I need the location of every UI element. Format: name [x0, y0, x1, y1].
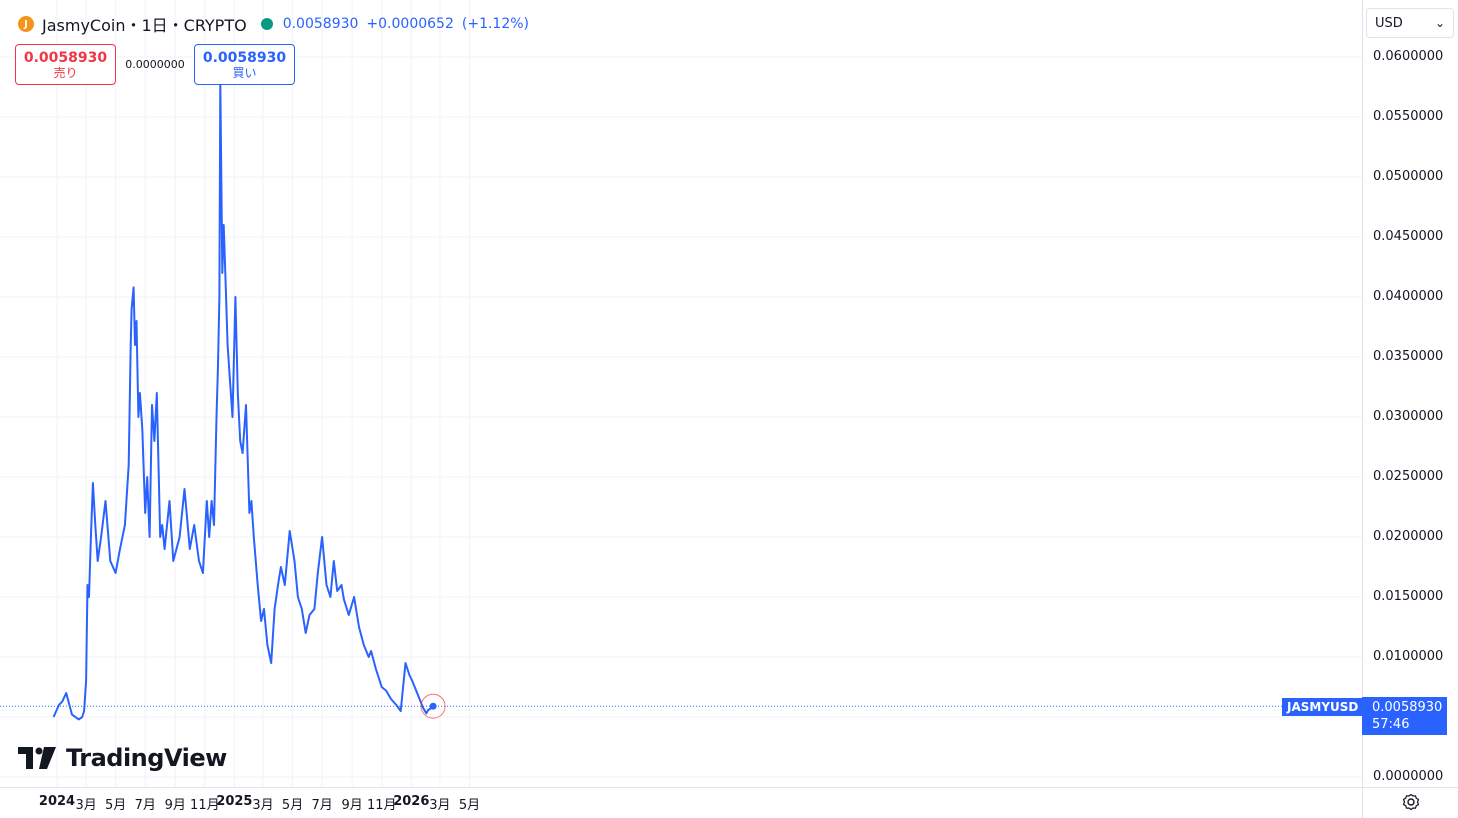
last-price-value: 0.0058930: [1372, 700, 1443, 715]
time-tick-label: 2025: [216, 794, 253, 809]
settings-gear-icon[interactable]: [1402, 793, 1420, 811]
time-tick-label: 5月: [458, 798, 481, 813]
price-tick-label: 0.0200000: [1373, 529, 1444, 544]
time-tick-label: 5月: [281, 798, 304, 813]
time-tick-label: 2026: [393, 794, 430, 809]
legend-change: +0.0000652: [366, 16, 454, 32]
last-price-marker: [420, 693, 446, 719]
price-tick-label: 0.0450000: [1373, 229, 1444, 244]
price-axis[interactable]: 0.0600000 0.0550000 0.0500000 0.0450000 0.04…: [1362, 0, 1458, 787]
time-tick-label: 3月: [75, 798, 97, 813]
chart-area[interactable]: J JasmyCoin・1日・CRYPTO 0.0058930 +0.00006…: [0, 0, 1362, 787]
symbol-legend: J JasmyCoin・1日・CRYPTO 0.0058930 +0.00006…: [18, 12, 537, 36]
time-axis[interactable]: 2024 3月 5月 7月 9月 11月 2025 3月 5月 7月 9月 11月 2026 3月 5月: [0, 787, 1362, 818]
trade-panel: 0.0058930 売り 0.0000000 0.0058930 買い: [15, 44, 295, 85]
sell-label: 売り: [53, 65, 78, 80]
time-tick-label: 2024: [38, 794, 76, 809]
time-tick-label: 11月: [190, 798, 220, 813]
price-tick-label: 0.0600000: [1373, 49, 1444, 64]
time-tick-label: 3月: [429, 798, 451, 813]
price-tick-label: 0.0150000: [1373, 589, 1444, 604]
axis-corner: [1362, 787, 1458, 818]
tradingview-watermark[interactable]: TradingView: [18, 744, 227, 772]
buy-button[interactable]: 0.0058930 買い: [194, 44, 295, 85]
last-price-symbol-tag: JASMYUSD: [1282, 698, 1364, 716]
buy-label: 買い: [232, 65, 257, 80]
time-tick-label: 7月: [134, 798, 156, 813]
price-tick-label: 0.0350000: [1373, 349, 1444, 364]
last-price-label: 0.0058930 57:46: [1362, 697, 1447, 735]
price-tick-label: 0.0500000: [1373, 169, 1444, 184]
price-tick-label: 0.0000000: [1373, 769, 1444, 784]
time-tick-label: 7月: [311, 798, 333, 813]
spread-value: 0.0000000: [125, 58, 185, 71]
sell-button[interactable]: 0.0058930 売り: [15, 44, 116, 85]
currency-value: USD: [1375, 15, 1403, 31]
tradingview-wordmark: TradingView: [66, 744, 227, 772]
jasmy-coin-icon: J: [18, 16, 34, 32]
symbol-title[interactable]: JasmyCoin・1日・CRYPTO: [42, 16, 247, 35]
sell-price: 0.0058930: [23, 49, 108, 66]
time-tick-label: 11月: [366, 798, 397, 813]
market-status-icon: [260, 18, 273, 30]
legend-price: 0.0058930: [282, 16, 359, 32]
time-tick-label: 9月: [164, 798, 186, 813]
last-price-dot: [429, 702, 437, 710]
price-tick-label: 0.0550000: [1373, 109, 1444, 124]
tradingview-logo-icon: [18, 747, 56, 769]
time-tick-label: 9月: [341, 798, 363, 813]
price-tick-label: 0.0400000: [1373, 289, 1444, 304]
price-tick-label: 0.0100000: [1373, 649, 1444, 664]
time-tick-label: 3月: [252, 798, 274, 813]
currency-select[interactable]: USD ⌄: [1366, 8, 1454, 38]
legend-change-pct: (+1.12%): [461, 16, 530, 32]
chevron-down-icon: ⌄: [1434, 16, 1445, 30]
buy-price: 0.0058930: [202, 49, 287, 66]
price-tick-label: 0.0300000: [1373, 409, 1444, 424]
price-chart[interactable]: [0, 0, 1362, 787]
price-tick-label: 0.0250000: [1373, 469, 1444, 484]
bar-countdown: 57:46: [1372, 717, 1410, 732]
price-line: [52, 80, 434, 721]
time-tick-label: 5月: [105, 798, 127, 813]
